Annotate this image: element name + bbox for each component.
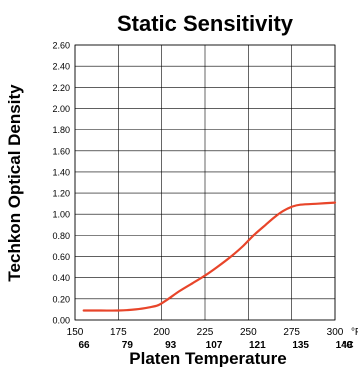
y-axis-title: Techkon Optical Density	[5, 84, 24, 282]
y-tick-label: 0.00	[52, 316, 70, 326]
x-tick-label-celsius: 93	[165, 340, 177, 351]
y-tick-label: 2.40	[52, 62, 70, 72]
series-line	[82, 201, 337, 312]
y-tick-label: 2.20	[52, 83, 70, 93]
y-tick-label: 1.40	[52, 167, 70, 177]
x-tick-label-celsius: 121	[249, 340, 266, 351]
x-tick-label: 175	[110, 327, 127, 338]
x-tick-label: 250	[240, 327, 257, 338]
y-tick-label: 2.60	[52, 41, 70, 51]
x-unit-celsius: °C	[342, 340, 353, 351]
x-unit-fahrenheit: °F	[351, 327, 358, 338]
tick-labels: 0.00 0.20 0.40 0.60 0.80 1.00 1.20 1.40 1.60 1.80…	[52, 41, 358, 352]
series-layer	[82, 201, 337, 312]
x-tick-label-celsius: 66	[78, 340, 90, 351]
x-tick-label-celsius: 135	[292, 340, 309, 351]
y-tick-label: 0.80	[52, 231, 70, 241]
y-tick-label: 1.20	[52, 189, 70, 199]
x-axis-title: Platen Temperature	[129, 349, 286, 367]
y-tick-label: 1.00	[52, 210, 70, 220]
x-tick-label: 150	[67, 327, 84, 338]
x-tick-label: 275	[283, 327, 300, 338]
y-tick-label: 1.60	[52, 146, 70, 156]
y-tick-label: 0.20	[52, 294, 70, 304]
y-tick-label: 0.60	[52, 252, 70, 262]
x-tick-label-celsius: 107	[206, 340, 223, 351]
x-tick-label-celsius: 149	[336, 340, 353, 351]
x-tick-label: 200	[153, 327, 170, 338]
x-tick-label-celsius: 79	[122, 340, 134, 351]
chart-title: Static Sensitivity	[117, 11, 294, 36]
y-tick-label: 0.40	[52, 273, 70, 283]
grid	[74, 44, 336, 321]
plot-frame	[74, 44, 336, 321]
x-tick-label: 300	[327, 327, 344, 338]
x-tick-label: 225	[197, 327, 214, 338]
axes	[74, 44, 336, 321]
y-tick-label: 1.80	[52, 125, 70, 135]
y-tick-label: 2.00	[52, 104, 70, 114]
